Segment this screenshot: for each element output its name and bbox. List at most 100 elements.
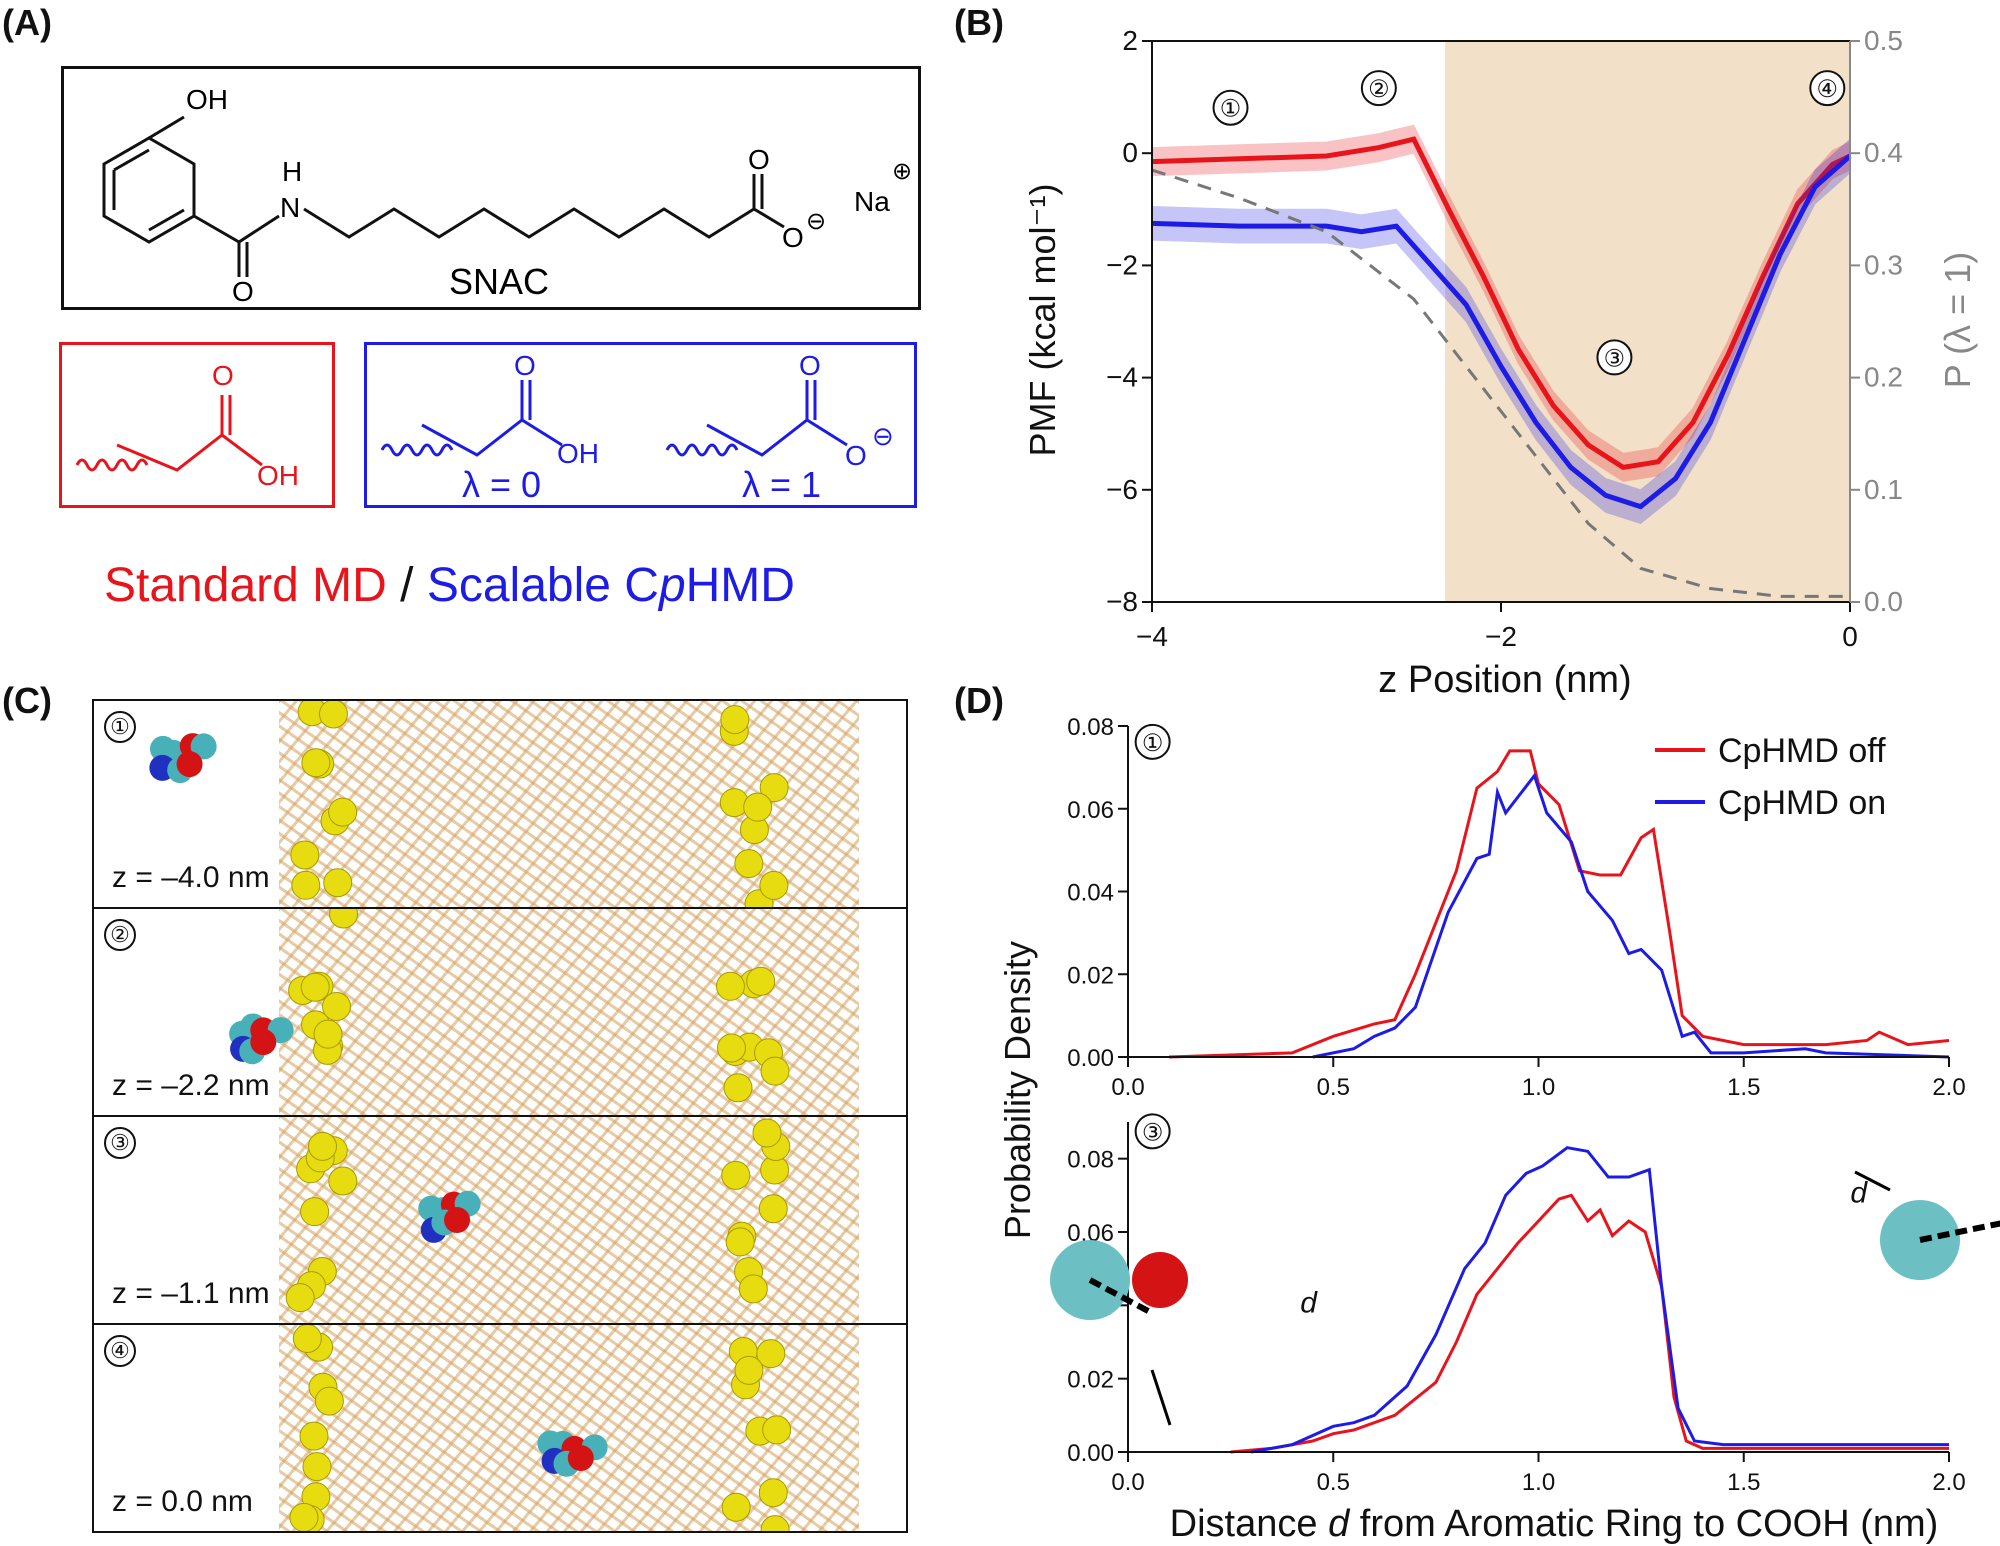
y-axis-title: Probability Density [997,941,1038,1239]
phosphate-sphere [313,1019,343,1049]
x-axis-title-part: Distance [1170,1503,1328,1545]
snapshot-frame-4: ④ z = 0.0 nm [94,1325,906,1533]
z-position-label: z = –2.2 nm [112,1069,270,1102]
cphmd-box: O OH λ = 0 O O ⊖ λ = 1 [364,342,917,508]
frame-marker: ③ [104,1127,136,1159]
phosphate-sphere [723,1073,753,1103]
x-axis-title: Distance d from Aromatic Ring to COOH (n… [1170,1503,1939,1545]
phosphate-sphere [760,1056,790,1086]
x-tick-label: 1.0 [1522,1469,1555,1496]
region-marker: ④ [1817,76,1839,103]
snac-structure-box: OH H N O O O ⊖ Na ⊕ SNAC [61,66,921,310]
phosphate-sphere [734,1355,764,1385]
series-line-1 [1250,1146,1949,1454]
phosphate-sphere [290,840,320,870]
water-region [859,909,906,1115]
atom-oh: OH [257,460,299,491]
region-marker-circle [1809,70,1846,107]
y2-tick-label: 0.2 [1864,362,1903,393]
y-tick-label: 0.02 [1067,962,1114,989]
cphmd-carboxyl-drawing: O OH λ = 0 O O ⊖ λ = 1 [380,350,894,505]
phosphate-sphere [721,1160,751,1190]
x-tick-label: 0.5 [1317,1074,1350,1101]
phosphate-sphere [716,1033,746,1063]
frame-marker: ② [104,919,136,951]
molecule-name: SNAC [449,261,549,302]
region-marker: ③ [1142,1119,1164,1146]
phosphate-sphere [318,701,348,729]
phosphate-sphere [285,1283,315,1313]
y-tick-label: −4 [1106,362,1138,393]
atom-oh: OH [557,438,599,469]
phosphate-sphere [743,792,773,822]
carboxyl-atoms [1132,1252,1188,1308]
atom-o-carboxyl: O [748,144,770,175]
distance-line [1088,1277,1152,1315]
lipid-headgroups [149,701,789,907]
legend-label: CpHMD off [1718,732,1886,770]
scalable-cphmd-italic: p [658,559,686,612]
scalable-cphmd-suffix: HMD [685,559,795,612]
snapshot-frame-1: ① z = –4.0 nm [94,701,906,909]
charge-minus: ⊖ [806,208,826,235]
phosphate-sphere [756,1339,786,1369]
charge-plus: ⊕ [892,158,912,185]
y-tick-label: 0.02 [1067,1367,1114,1394]
snapshot-frame-3: ③ z = –1.1 nm [94,1117,906,1325]
water-region [859,1325,906,1531]
series-line-0 [1168,749,1950,1059]
phosphate-sphere [302,1452,332,1482]
x-axis-title-part: from Aromatic Ring to COOH (nm) [1349,1503,1938,1545]
legend-label: CpHMD on [1718,784,1886,822]
panel-label-c: (C) [2,680,52,721]
atom-o-carbonyl: O [232,276,254,307]
distance-label: d [1300,1287,1318,1320]
phosphate-sphere [721,1492,751,1522]
phosphate-sphere [762,1415,792,1445]
snac-atom [176,751,203,778]
series-line-0 [1230,1193,1949,1454]
atom-o: O [212,360,234,391]
y-tick-label: 0.08 [1067,1147,1114,1174]
panel-label-b: (B) [954,2,1004,43]
snapshot-panel: ① z = –4.0 nm ② z = –2.2 nm ③ z = –1.1 n… [92,699,908,1533]
phosphate-sphere [292,1325,322,1353]
phosphate-sphere [301,748,331,778]
y-tick-label: 2 [1122,25,1138,56]
frame-marker: ④ [104,1335,136,1367]
arrow [1854,1170,1891,1192]
y-tick-label: 0 [1122,137,1138,168]
atom-o: O [514,350,536,381]
y-tick-label: 0.00 [1067,1440,1114,1467]
snapshot-frame-2: ② z = –2.2 nm [94,909,906,1117]
lambda-0-label: λ = 0 [462,464,541,505]
x-tick-label: 2.0 [1932,1074,1965,1101]
region-marker: ① [1142,730,1164,757]
atom-n: N [280,192,300,223]
region-marker-circle [1212,89,1249,126]
series-line-1 [1312,772,1950,1059]
x-axis-title: z Position (nm) [1378,659,1631,700]
phosphate-sphere [715,971,745,1001]
arrow [1150,1369,1172,1426]
distance-line [1919,1220,2000,1243]
lambda-1-label: λ = 1 [742,464,821,505]
region-marker: ② [1368,76,1390,103]
snac-atom [567,1445,594,1472]
phosphate-sphere [725,1227,755,1257]
y2-tick-label: 0.0 [1864,586,1903,617]
phosphate-sphere [328,1166,358,1196]
y2-tick-label: 0.3 [1864,249,1903,280]
scalable-cphmd-label: Scalable CpHMD [427,559,795,612]
region-marker-circle [1360,70,1397,107]
x-tick-label: 0.0 [1111,1074,1144,1101]
x-tick-label: 0.0 [1111,1469,1144,1496]
region-marker-circle [1596,339,1633,376]
lipid-headgroups [229,909,790,1103]
z-position-label: z = 0.0 nm [112,1485,253,1518]
atom-oh: OH [186,84,228,115]
y-tick-label: −8 [1106,586,1138,617]
y2-tick-label: 0.5 [1864,25,1903,56]
z-position-label: z = –1.1 nm [112,1277,270,1310]
